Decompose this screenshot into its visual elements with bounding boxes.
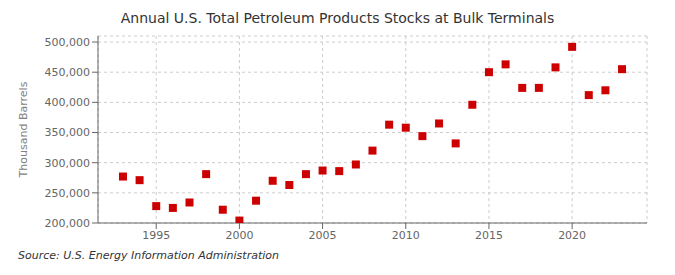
svg-text:1995: 1995 [142, 229, 170, 242]
svg-text:350,000: 350,000 [45, 126, 91, 139]
svg-text:200,000: 200,000 [45, 217, 91, 230]
html-text:Source: U.S. Energy Informatio: Source: U.S. Energy Information Administ… [18, 249, 279, 262]
svg-text:500,000: 500,000 [45, 36, 91, 49]
svg-text:2000: 2000 [225, 229, 253, 242]
svg-text:2005: 2005 [309, 229, 337, 242]
svg-text:2015: 2015 [475, 229, 503, 242]
svg-text:2010: 2010 [392, 229, 420, 242]
svg-text:250,000: 250,000 [45, 187, 91, 200]
svg-text:400,000: 400,000 [45, 96, 91, 109]
svg-text:2020: 2020 [558, 229, 586, 242]
svg-text:300,000: 300,000 [45, 157, 91, 170]
svg-text:450,000: 450,000 [45, 66, 91, 79]
html-text:Annual U.S. Total Petroleum Pr: Annual U.S. Total Petroleum Products Sto… [120, 10, 555, 26]
svg-text:Thousand Barrels: Thousand Barrels [17, 81, 30, 178]
